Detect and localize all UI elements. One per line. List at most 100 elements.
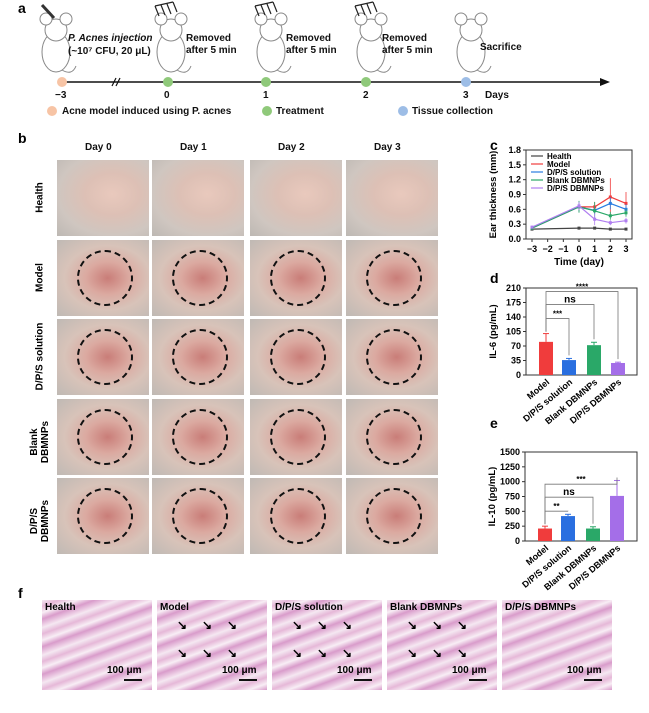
lesion-circle	[366, 488, 422, 544]
scale-bar	[124, 679, 142, 681]
charts: 0.0 0.3 0.6 0.9 1.2 1.5 1.8 Ear thickness (mm)c…	[487, 137, 638, 592]
x-tick-label: 0	[576, 244, 581, 254]
lesion-circle	[77, 488, 133, 544]
significance-label: ***	[553, 310, 563, 319]
days-label: Days	[485, 90, 509, 101]
y-tick-label: 1000	[500, 477, 520, 487]
scale-bar-label: 100 μm	[567, 665, 602, 676]
histology-label: Health	[45, 602, 76, 613]
day-tick: 2	[363, 90, 369, 101]
injection-label: P. Acnes injection	[68, 33, 153, 44]
timeline-dot-treatment	[361, 77, 371, 87]
legend-dot-collection	[398, 106, 408, 116]
x-tick-label: 2	[608, 244, 613, 254]
lesion-circle	[270, 488, 326, 544]
scale-bar-label: 100 μm	[107, 665, 142, 676]
y-tick-label: 0.0	[508, 234, 521, 244]
bar	[586, 528, 600, 541]
arrow-icon: ↘	[177, 618, 188, 632]
lesion-circle	[77, 409, 133, 465]
bar	[538, 528, 552, 541]
panel-label: d	[490, 270, 499, 286]
step-label: Removed	[382, 33, 428, 44]
arrow-icon: ↘	[317, 618, 328, 632]
day-column-header: Day 2	[278, 142, 305, 153]
panel-f-label: f	[18, 585, 23, 601]
timeline-arrow	[600, 78, 610, 86]
chart-IL-6 (pg/mL): 03570105140175210IL-6 (pg/mL)dModelD/P/S…	[488, 270, 638, 426]
data-point	[608, 195, 612, 199]
x-tick-label: 3	[623, 244, 628, 254]
panel-label: e	[490, 415, 498, 431]
legend-acne: Acne model induced using P. acnes	[62, 106, 232, 117]
ear-photo	[346, 160, 438, 236]
timeline-diagram	[39, 1, 610, 87]
plot-frame	[525, 149, 633, 240]
arrow-icon: ↘	[342, 646, 353, 660]
bar	[562, 360, 576, 375]
step-label: after 5 min	[186, 45, 237, 56]
mouse-icon	[254, 12, 292, 73]
y-tick-label: 105	[506, 327, 521, 337]
significance-bracket	[544, 477, 618, 525]
mouse-icon	[39, 12, 77, 73]
arrow-icon: ↘	[177, 646, 188, 660]
histology-image	[272, 600, 382, 690]
y-axis-label: IL-6 (pg/mL)	[488, 304, 499, 358]
histology-label: D/P/S solution	[275, 602, 343, 613]
scale-bar-label: 100 μm	[337, 665, 372, 676]
step-label: Removed	[286, 33, 332, 44]
lesion-circle	[270, 250, 326, 306]
data-point	[577, 204, 581, 208]
syringe-icon	[40, 3, 56, 20]
y-tick-label: 500	[505, 506, 520, 516]
legend-label: D/P/S solution	[547, 168, 601, 177]
arrow-icon: ↘	[432, 646, 443, 660]
legend-label: Health	[547, 152, 572, 161]
arrow-icon: ↘	[227, 646, 238, 660]
legend-label: Blank DBMNPs	[547, 176, 605, 185]
data-point	[593, 209, 597, 213]
histology-label: Model	[160, 602, 189, 613]
x-tick-label: −2	[543, 244, 553, 254]
lesion-circle	[77, 250, 133, 306]
legend-dot-acne	[47, 106, 57, 116]
data-point	[608, 221, 612, 225]
y-tick-label: 1250	[500, 462, 520, 472]
chart-ear-thickness: 0.0 0.3 0.6 0.9 1.2 1.5 1.8 Ear thickness (mm)c…	[488, 137, 633, 268]
scale-bar	[469, 679, 487, 681]
step-label: Removed	[186, 33, 232, 44]
timeline-dot-treatment	[163, 77, 173, 87]
step-label: after 5 min	[382, 45, 433, 56]
significance-label: **	[553, 502, 560, 511]
data-point	[624, 201, 628, 205]
series-D/P/S DBMNPs	[530, 201, 628, 229]
histology-image	[157, 600, 267, 690]
y-tick-label: 1.2	[508, 175, 521, 185]
mouse-icon	[154, 12, 192, 73]
lesion-circle	[77, 329, 133, 385]
y-tick-label: 70	[511, 341, 521, 351]
arrow-icon: ↘	[432, 618, 443, 632]
step-label: after 5 min	[286, 45, 337, 56]
y-axis-label: IL-10 (pg/mL)	[487, 467, 498, 527]
bar	[539, 341, 553, 375]
histology-image	[387, 600, 497, 690]
y-tick-label: 1500	[500, 447, 520, 457]
lesion-circle	[270, 409, 326, 465]
day-tick: 1	[263, 90, 269, 101]
timeline-dot-collection	[461, 77, 471, 87]
y-tick-label: 0.3	[508, 219, 521, 229]
ear-photo	[250, 160, 342, 236]
y-tick-label: 250	[505, 521, 520, 531]
microneedle-icon	[354, 1, 378, 17]
data-point	[624, 211, 628, 215]
ear-photo	[57, 160, 149, 236]
data-point	[530, 225, 534, 229]
histology-image	[42, 600, 152, 690]
lesion-circle	[366, 329, 422, 385]
y-tick-label: 35	[511, 356, 521, 366]
arrow-icon: ↘	[292, 646, 303, 660]
day-tick: −3	[55, 90, 67, 101]
scale-bar	[584, 679, 602, 681]
